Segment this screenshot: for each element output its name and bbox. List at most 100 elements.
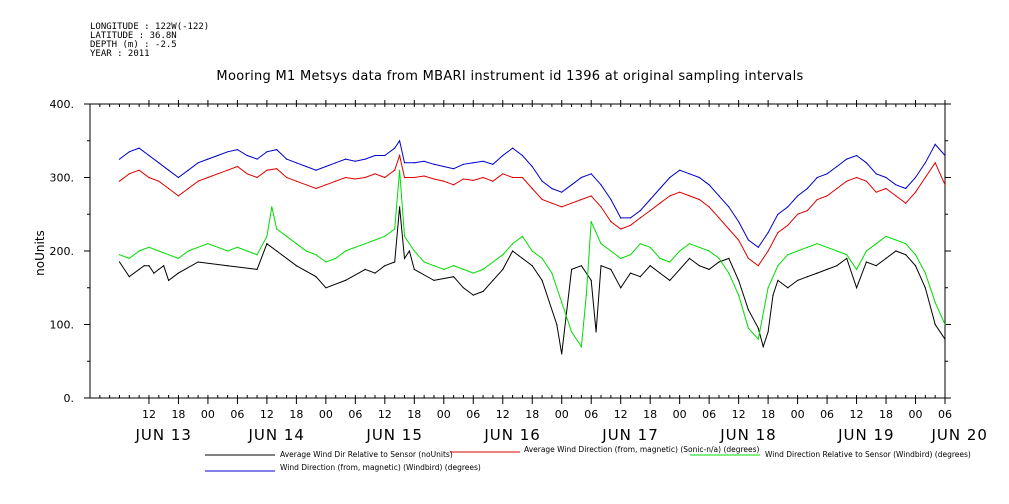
data-point [266,243,268,245]
x-tick-label: 12 [850,408,864,421]
data-point [679,169,681,171]
data-point [128,151,130,153]
data-point [836,165,838,168]
data-point [472,162,474,164]
data-point [610,221,612,223]
data-point [511,250,514,252]
data-point [266,169,268,171]
data-point [659,202,661,204]
data-point [895,250,897,252]
data-point [482,290,484,292]
data-point [924,176,926,179]
data-point [610,198,612,201]
data-point [286,235,288,237]
data-point [207,158,209,160]
x-day-label: JUN 13 [134,426,191,444]
data-point [364,243,366,245]
data-point [364,176,366,179]
data-point [757,327,759,329]
data-point [806,276,809,278]
data-point [143,265,145,267]
x-day-label: JUN 20 [930,426,987,444]
data-point [610,268,612,270]
data-point [934,143,936,145]
data-point [551,187,553,190]
data-point [541,279,543,281]
data-point [217,154,219,157]
data-point [374,173,376,175]
data-point [679,250,681,252]
data-point [295,243,297,245]
data-point [639,243,641,245]
y-tick-label: 300. [50,172,75,185]
data-point [914,176,917,179]
data-point [453,276,455,278]
data-point [128,173,130,175]
data-point [394,228,396,230]
data-point [531,187,533,190]
data-point [374,154,376,157]
axes: 0. 100. 200. 300. 400. 12 18 00 06 12 18 00 06 12 18 00… [50,98,987,444]
data-point [158,162,160,164]
data-point [620,228,622,230]
data-point [177,272,179,274]
legend-label: Wind Direction Relative to Sensor (Windb… [765,450,971,459]
data-point [595,331,597,333]
data-point [118,180,121,182]
data-point [590,173,592,175]
data-point [865,162,868,164]
data-point [571,202,573,204]
data-point [649,265,651,267]
data-point [325,165,327,168]
data-point [472,294,474,296]
data-point [757,265,759,267]
data-point [482,176,484,179]
data-point [787,224,789,226]
data-point [846,158,848,160]
series-line [119,170,946,349]
data-point [413,250,415,252]
data-point [148,246,150,248]
data-point [394,261,396,263]
data-point [433,279,435,281]
x-tick-label: 18 [407,408,421,421]
data-point [236,246,238,248]
data-point [315,254,317,256]
data-point [413,162,415,164]
x-day-label: JUN 18 [719,426,776,444]
data-point [163,265,165,267]
data-point [728,257,730,259]
data-point [571,331,573,333]
data-point [315,169,317,171]
data-point [556,323,558,326]
data-point [826,195,828,197]
data-point [453,168,455,170]
data-point [344,279,347,281]
data-point [708,250,710,252]
data-point [767,250,769,252]
data-point [158,180,160,182]
data-point [600,206,602,208]
data-point [384,235,386,237]
data-point [747,309,750,311]
data-point [502,173,504,175]
data-point [561,206,563,208]
data-point [443,268,445,270]
data-point [856,287,858,289]
data-point [885,176,887,179]
data-point [266,235,268,237]
x-tick-label: 06 [466,408,480,421]
data-point [600,184,602,186]
metadata-line: DEPTH (m) : -2.5 [90,40,177,50]
data-point [158,250,160,252]
data-point [305,250,307,252]
data-point [620,287,622,289]
x-tick-label: 12 [732,408,746,421]
data-point [511,147,514,149]
data-point [384,176,386,179]
data-point [747,327,750,329]
data-point [649,246,651,248]
data-point [472,272,474,274]
data-point [934,301,936,303]
